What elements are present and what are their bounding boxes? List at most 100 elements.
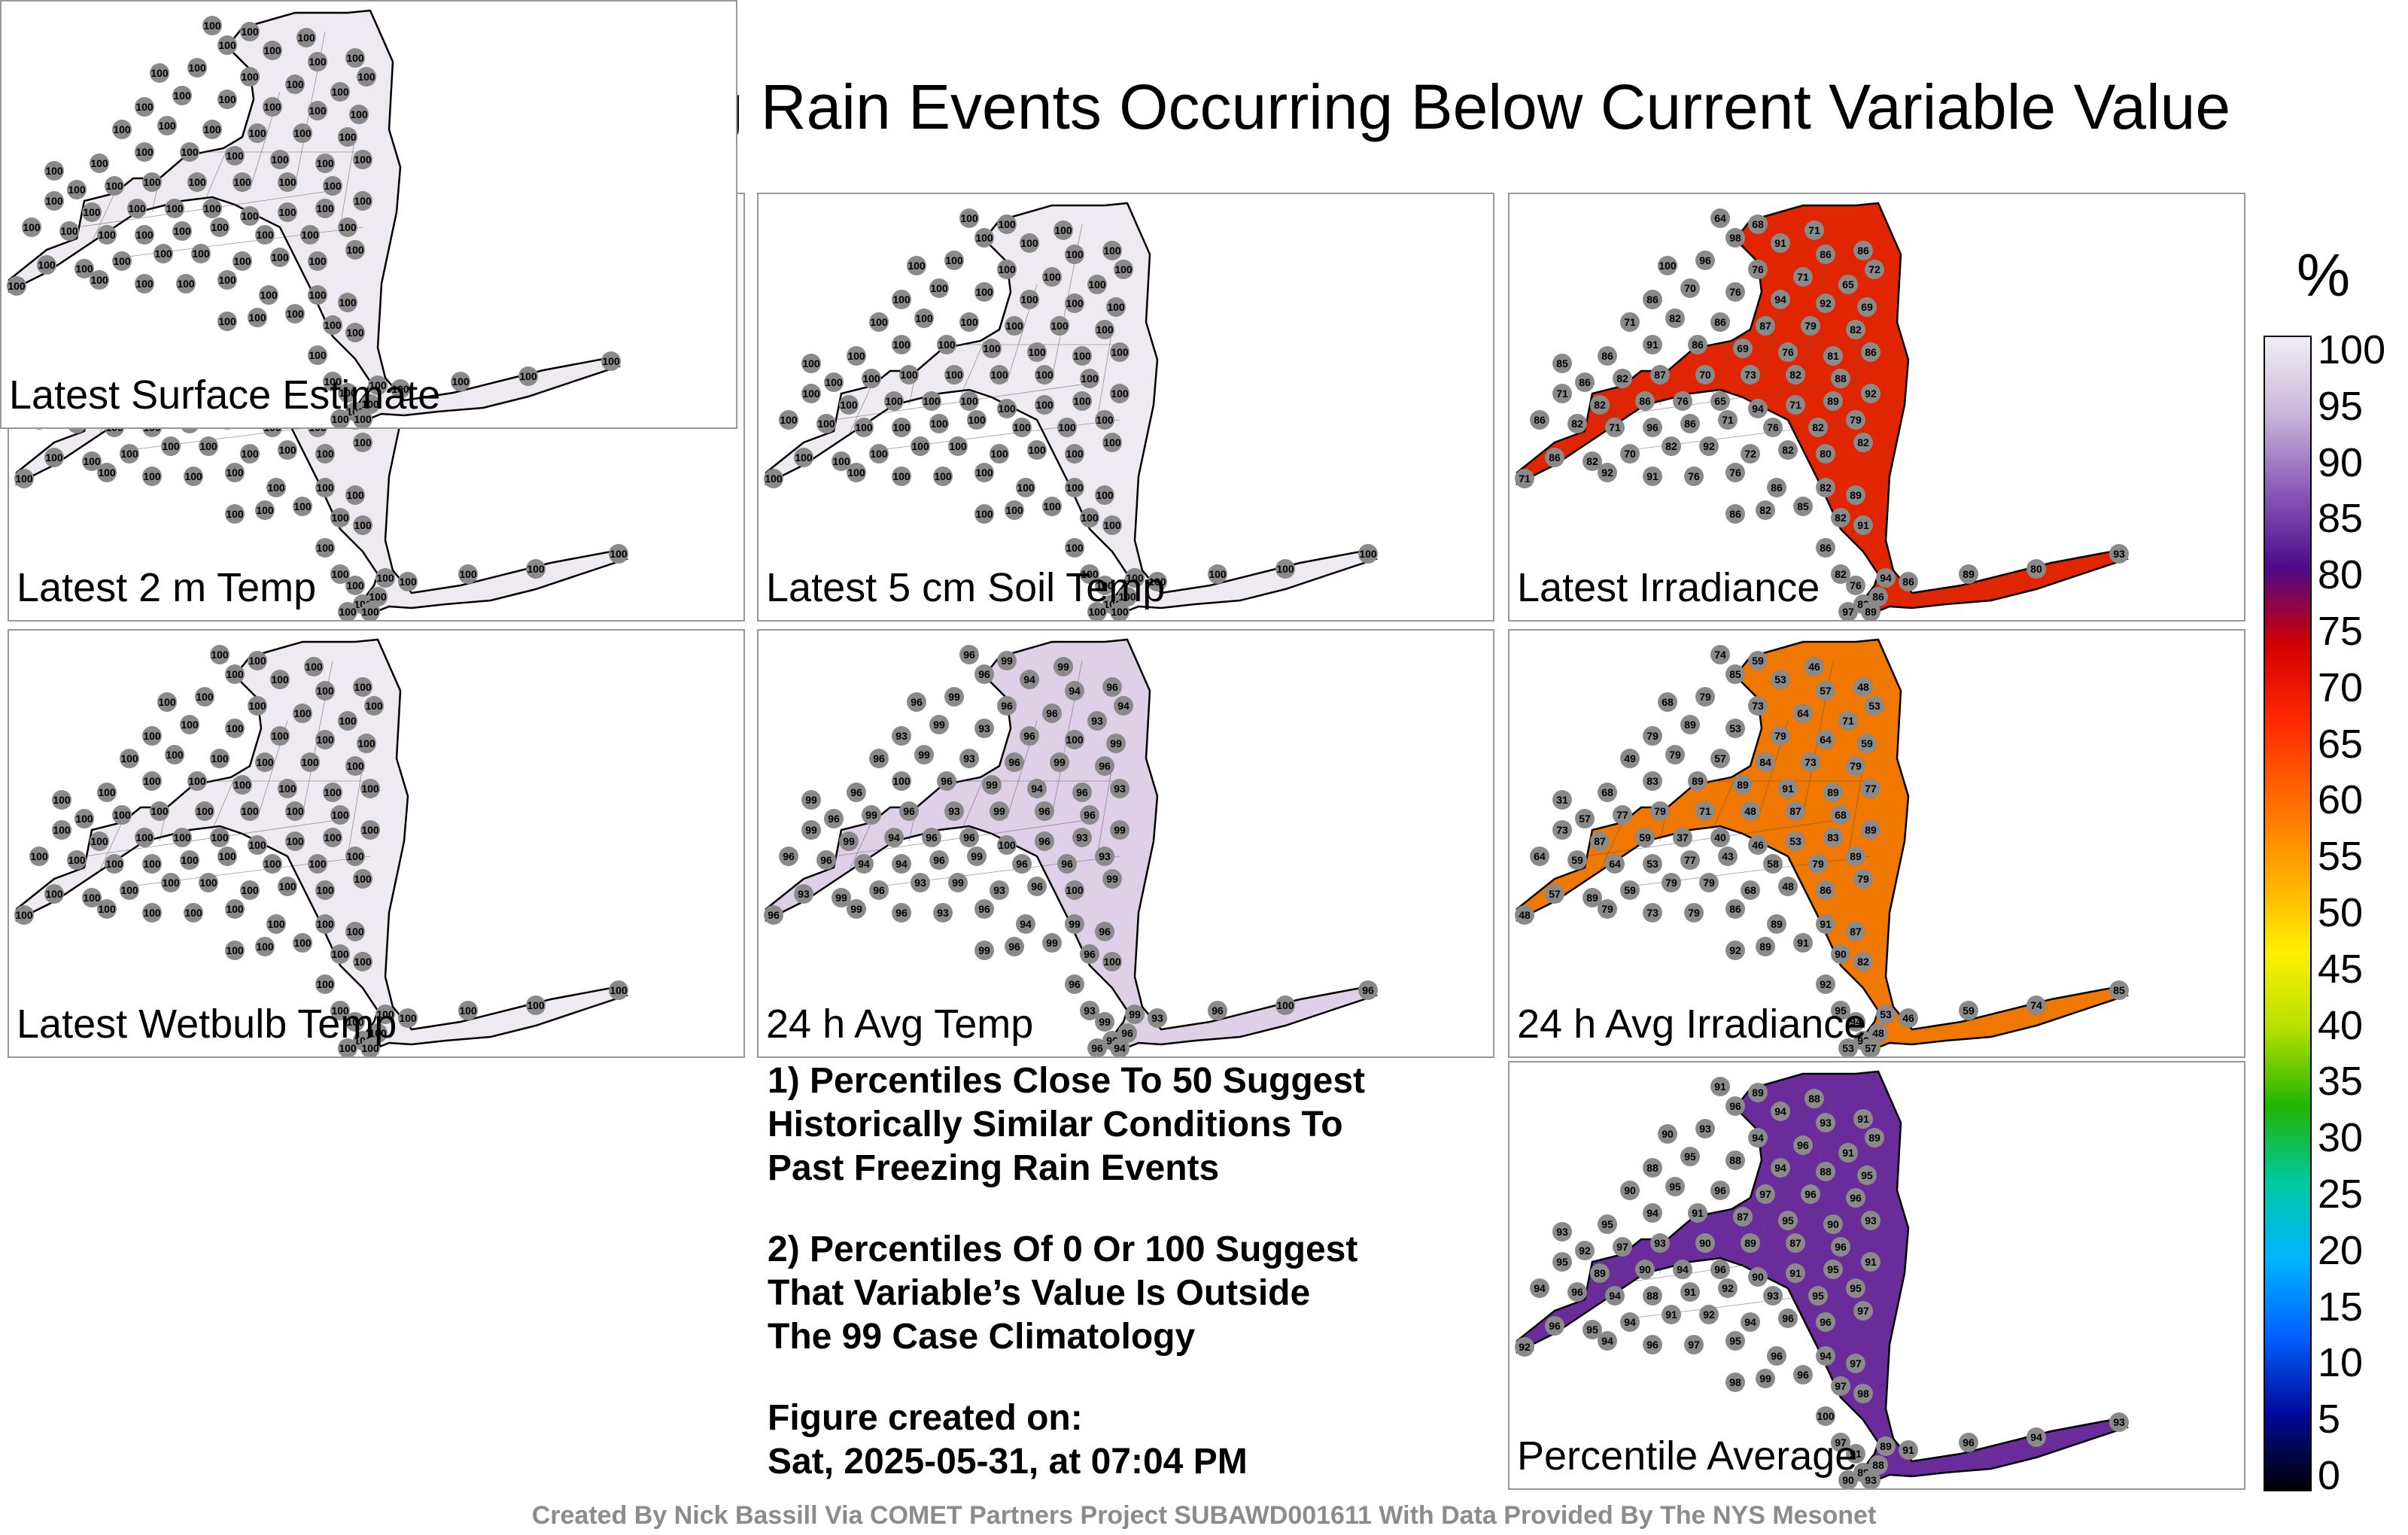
- station-marker: 100: [195, 687, 214, 707]
- station-marker: 96: [764, 905, 783, 925]
- figure-created: Figure created on: Sat, 2025-05-31, at 0…: [768, 1397, 1490, 1484]
- station-marker: 48: [1515, 905, 1534, 925]
- station-value: 96: [873, 752, 885, 764]
- panel-label: Percentile Average: [1517, 1433, 1858, 1479]
- panel-label: Latest 5 cm Soil Temp: [766, 565, 1166, 610]
- station-marker: 100: [315, 538, 335, 558]
- station-marker: 94: [1741, 1312, 1760, 1332]
- station-marker: 100: [308, 345, 327, 365]
- station-marker: 100: [270, 670, 290, 689]
- station-value: 91: [1902, 1444, 1914, 1456]
- station-value: 100: [120, 448, 138, 460]
- station-value: 90: [1835, 948, 1847, 960]
- station-marker: 100: [1110, 342, 1130, 362]
- station-value: 93: [1114, 783, 1126, 795]
- station-marker: 100: [1102, 515, 1122, 535]
- station-value: 79: [1812, 858, 1824, 870]
- station-value: 100: [339, 296, 357, 309]
- station-marker: 100: [248, 123, 267, 143]
- note-1-line-1: 1) Percentiles Close To 50 Suggest: [768, 1061, 1366, 1101]
- map-panel-5: 96 94 99 99 96 96 94 94 96 99 96 96 93 99 100 96 93 99 93 9…: [757, 629, 1494, 1058]
- station-marker: 100: [240, 206, 260, 226]
- station-marker: 100: [1065, 880, 1084, 900]
- station-marker: 100: [1114, 260, 1133, 279]
- station-value: 93: [1767, 1290, 1779, 1302]
- station-marker: 40: [1710, 828, 1730, 847]
- map-panel-2: 100 100 100 100 100 100 100 100 100 100 100 100 100 1…: [757, 193, 1494, 622]
- station-value: 82: [1857, 436, 1869, 448]
- station-value: 100: [934, 470, 952, 482]
- station-marker: 97: [1853, 1301, 1873, 1321]
- station-value: 96: [1714, 1184, 1726, 1196]
- station-value: 94: [1744, 1316, 1756, 1328]
- station-marker: 89: [1865, 1128, 1884, 1147]
- station-value: 96: [903, 805, 915, 817]
- station-marker: 100: [74, 259, 94, 278]
- station-marker: 100: [990, 365, 1009, 385]
- station-marker: 96: [1020, 726, 1039, 746]
- station-marker: 100: [360, 602, 380, 620]
- station-marker: 99: [1095, 1012, 1114, 1032]
- station-value: 59: [1639, 831, 1651, 843]
- station-marker: 100: [338, 1038, 357, 1056]
- station-marker: 100: [1065, 730, 1084, 749]
- station-marker: 90: [1823, 1214, 1843, 1234]
- station-marker: 94: [1065, 681, 1084, 701]
- station-marker: 96: [1095, 756, 1114, 776]
- station-value: 100: [166, 202, 184, 214]
- station-marker: 100: [974, 282, 994, 302]
- station-value: 100: [324, 180, 342, 192]
- station-marker: 100: [135, 142, 154, 162]
- station-value: 89: [1759, 941, 1771, 953]
- station-value: 100: [83, 892, 101, 904]
- station-marker: 90: [1838, 1470, 1858, 1488]
- note-2-line-3: The 99 Case Climatology: [768, 1317, 1196, 1357]
- station-value: 88: [1820, 1166, 1832, 1178]
- station-value: 99: [1069, 918, 1081, 930]
- station-marker: 96: [974, 664, 994, 684]
- station-marker: 88: [1643, 1286, 1662, 1306]
- station-value: 100: [301, 229, 319, 241]
- station-marker: 100: [1065, 245, 1084, 264]
- station-marker: 96: [1767, 1346, 1786, 1366]
- station-value: 100: [45, 888, 63, 900]
- station-value: 96: [1031, 880, 1043, 892]
- station-marker: 100: [29, 847, 49, 866]
- station-marker: 100: [338, 383, 357, 403]
- station-value: 100: [399, 576, 417, 588]
- note-1-line-3: Past Freezing Rain Events: [768, 1148, 1220, 1188]
- station-value: 100: [309, 105, 327, 117]
- station-marker: 92: [1598, 463, 1617, 482]
- station-marker: 100: [338, 127, 357, 147]
- station-marker: 89: [1823, 783, 1843, 802]
- station-value: 100: [1066, 248, 1084, 260]
- station-marker: 82: [1846, 320, 1865, 339]
- station-value: 53: [1868, 700, 1880, 712]
- station-marker: 96: [1545, 1316, 1564, 1336]
- station-marker: 100: [97, 783, 117, 802]
- station-value: 93: [2113, 1416, 2125, 1428]
- station-marker: 79: [1665, 745, 1685, 764]
- station-value: 100: [1020, 237, 1038, 249]
- station-marker: 100: [44, 448, 64, 467]
- station-value: 31: [1556, 794, 1568, 806]
- station-value: 65: [1842, 278, 1854, 290]
- station-marker: 89: [1876, 1436, 1896, 1456]
- station-marker: 96: [974, 899, 994, 919]
- station-marker: 100: [974, 463, 994, 482]
- station-marker: 100: [937, 335, 956, 354]
- station-value: 93: [798, 888, 810, 900]
- station-marker: 100: [165, 745, 184, 764]
- station-marker: 100: [191, 244, 211, 263]
- station-value: 100: [316, 918, 334, 930]
- note-2: 2) Percentiles Of 0 Or 100 Suggest That …: [768, 1228, 1490, 1359]
- station-value: 100: [188, 62, 206, 74]
- station-marker: 100: [1275, 559, 1295, 579]
- station-marker: 94: [2026, 1427, 2046, 1447]
- station-marker: 99: [1065, 914, 1084, 934]
- station-marker: 100: [308, 285, 327, 305]
- station-value: 99: [1001, 655, 1013, 667]
- panel-label: Latest Surface Estimate: [9, 372, 441, 418]
- station-value: 100: [339, 131, 357, 143]
